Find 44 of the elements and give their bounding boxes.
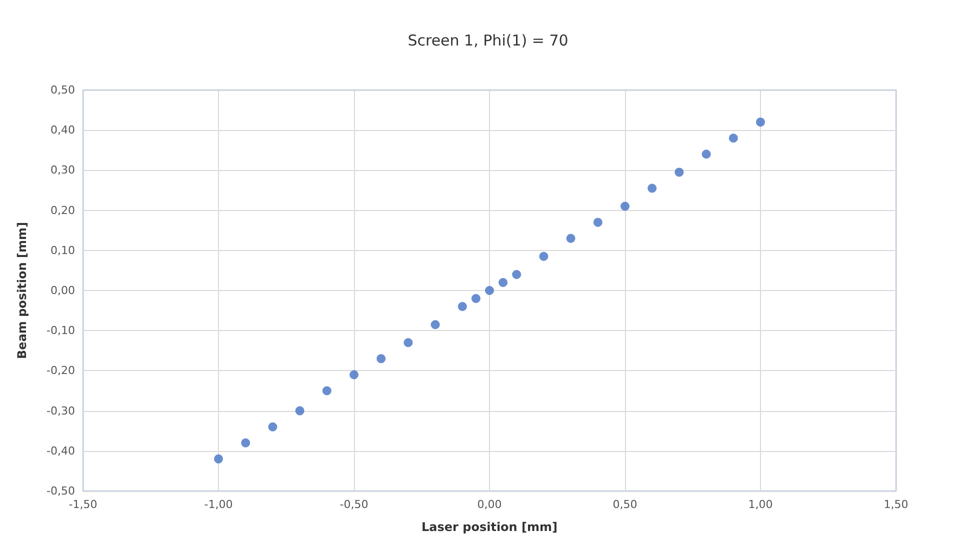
point [322,386,332,396]
y-tick-label: -0,10 [46,324,75,338]
point [376,354,386,364]
x-tick-label: 0,00 [477,498,502,511]
point [539,252,548,261]
point [485,286,494,295]
point [458,302,467,312]
chart-title: Screen 1, Phi(1) = 70 [408,32,568,50]
point [620,202,630,211]
y-tick-label: 0,10 [50,244,75,257]
point [241,438,250,448]
point [295,406,304,416]
y-axis-title: Beam position [mm] [15,222,29,359]
point [566,234,576,243]
x-tick-label: -1,00 [204,498,233,511]
y-tick-label: -0,40 [46,444,75,458]
x-tick-label: -1,50 [68,498,98,511]
point [214,454,223,464]
x-tick-label: 0,50 [612,498,638,511]
point [674,168,684,177]
point [498,278,508,287]
point [728,134,738,143]
y-tick-label: 0,50 [50,84,75,96]
x-tick-label: -0,50 [340,498,368,511]
point [404,338,413,348]
y-tick-label: -0,50 [46,484,75,498]
point [702,150,711,159]
point [756,118,765,127]
point [648,184,657,193]
point [350,370,358,380]
point [430,320,440,330]
y-tick-label: 0,20 [50,204,75,217]
y-tick-label: -0,20 [46,364,75,378]
y-tick-label: 0,40 [50,124,75,137]
y-tick-label: -0,30 [46,404,75,418]
point [268,422,278,432]
y-tick-label: 0,00 [50,284,75,297]
y-tick-label: 0,30 [50,164,75,177]
point [512,270,522,279]
point [593,218,602,227]
x-tick-label: 1,50 [884,498,908,511]
x-tick-label: 1,00 [748,498,773,511]
x-axis-title: Laser position [mm] [421,520,558,534]
point [471,294,480,304]
